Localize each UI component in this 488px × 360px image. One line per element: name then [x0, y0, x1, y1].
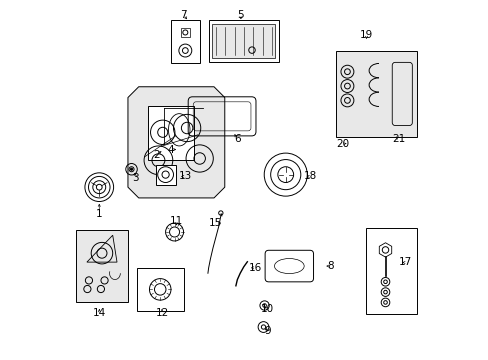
Bar	[171, 21, 199, 63]
Polygon shape	[128, 87, 224, 198]
Bar	[147, 107, 194, 160]
Text: 7: 7	[180, 10, 186, 20]
Bar	[212, 24, 274, 58]
Text: 14: 14	[92, 308, 106, 318]
Text: 20: 20	[336, 139, 349, 149]
Text: 17: 17	[398, 257, 412, 267]
Bar	[137, 268, 183, 311]
Text: 1: 1	[96, 209, 102, 219]
Text: 21: 21	[391, 134, 405, 144]
Polygon shape	[379, 243, 391, 257]
Bar	[76, 230, 128, 302]
Text: 18: 18	[304, 171, 317, 181]
Bar	[366, 228, 416, 315]
Text: 12: 12	[155, 308, 168, 318]
Text: 6: 6	[234, 134, 240, 144]
Text: 8: 8	[326, 261, 333, 271]
Circle shape	[130, 168, 132, 170]
Text: 3: 3	[132, 173, 138, 183]
Text: 9: 9	[264, 325, 270, 336]
Text: 11: 11	[169, 216, 183, 226]
Text: 13: 13	[178, 171, 192, 181]
Text: 4: 4	[167, 144, 174, 154]
Text: 5: 5	[237, 10, 244, 20]
Bar	[155, 165, 175, 185]
Text: 16: 16	[248, 263, 262, 273]
Text: 19: 19	[359, 30, 372, 40]
Text: 15: 15	[209, 218, 222, 228]
Text: 10: 10	[261, 304, 274, 314]
Bar	[180, 28, 190, 37]
Bar	[208, 21, 278, 62]
Text: 2: 2	[153, 150, 160, 160]
Bar	[335, 51, 416, 137]
